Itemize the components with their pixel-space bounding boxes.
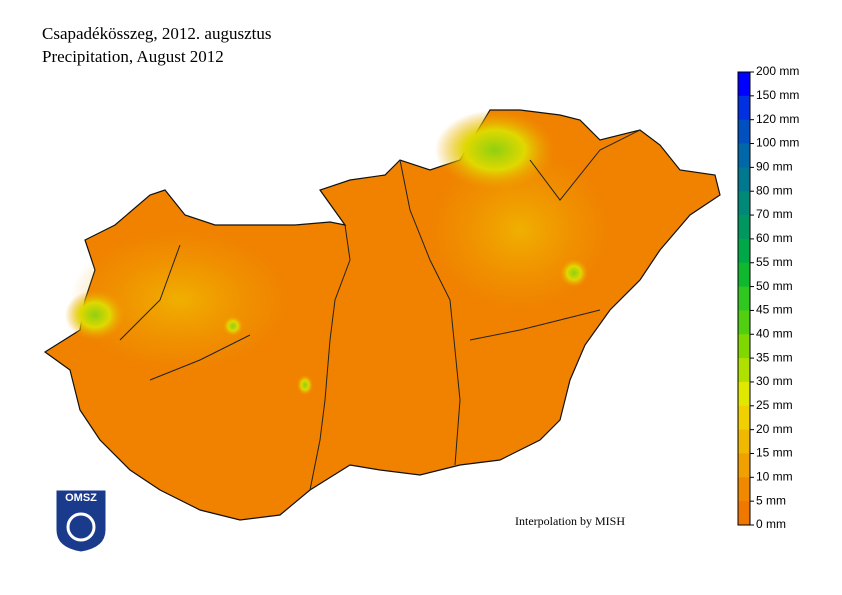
colorbar-segment <box>738 215 750 240</box>
rivers-borders <box>119 129 641 491</box>
logo: OMSZ <box>55 489 107 553</box>
colorbar-label: 50 mm <box>756 279 793 293</box>
logo-text: OMSZ <box>65 492 97 504</box>
colorbar-label: 15 mm <box>756 446 793 460</box>
colorbar-segment <box>738 191 750 216</box>
colorbar-segment <box>738 95 750 121</box>
colorbar-label: 20 mm <box>756 422 793 436</box>
colorbar-segment <box>738 143 750 168</box>
colorbar-segment <box>738 501 750 526</box>
wet-area <box>560 259 588 287</box>
hungary-map <box>43 109 721 521</box>
colorbar-segment <box>738 405 750 431</box>
colorbar-segment <box>738 119 750 145</box>
colorbar-segment <box>738 310 750 335</box>
colorbar-label: 80 mm <box>756 183 793 197</box>
colorbar-label: 5 mm <box>756 493 786 507</box>
colorbar-label: 70 mm <box>756 207 793 221</box>
logo-swirl <box>66 512 96 542</box>
colorbar-segment <box>738 453 750 478</box>
river <box>399 159 461 466</box>
colorbar-label: 100 mm <box>756 136 799 150</box>
colorbar: 200 mm 150 mm 120 mm 100 mm 90 mm 80 mm 70 mm 6… <box>737 64 799 531</box>
colorbar-label: 45 mm <box>756 303 793 317</box>
colorbar-segment <box>738 334 750 359</box>
colorbar-segment <box>738 238 750 264</box>
title: Csapadékösszeg, 2012. augusztus <box>42 24 271 43</box>
colorbar-segment <box>738 262 750 288</box>
colorbar-label: 60 mm <box>756 231 793 245</box>
river <box>469 309 601 341</box>
colorbar-segment <box>738 381 750 407</box>
wet-area <box>65 290 125 340</box>
wet-area <box>297 375 313 395</box>
wet-area <box>435 110 555 190</box>
colorbar-frame <box>737 71 751 526</box>
colorbar-label: 120 mm <box>756 112 799 126</box>
river <box>309 224 351 491</box>
colorbar-segment <box>738 429 750 454</box>
wet-area <box>223 316 243 336</box>
subtitle: Precipitation, August 2012 <box>42 47 224 66</box>
colorbar-label: 35 mm <box>756 350 793 364</box>
credit: Interpolation by MISH <box>515 514 625 528</box>
colorbar-segment <box>738 358 750 383</box>
logo-shield <box>55 489 107 553</box>
colorbar-segment <box>738 286 750 311</box>
colorbar-label: 30 mm <box>756 374 793 388</box>
colorbar-label: 0 mm <box>756 517 786 531</box>
river <box>119 244 181 341</box>
river <box>529 129 641 201</box>
colorbar-label: 150 mm <box>756 88 799 102</box>
river <box>149 334 251 381</box>
colorbar-segment <box>738 477 750 502</box>
colorbar-segment <box>738 72 750 97</box>
colorbar-label: 25 mm <box>756 398 793 412</box>
colorbar-label: 10 mm <box>756 469 793 483</box>
colorbar-segment <box>738 167 750 192</box>
colorbar-label: 40 mm <box>756 326 793 340</box>
colorbar-label: 90 mm <box>756 160 793 174</box>
colorbar-label: 55 mm <box>756 255 793 269</box>
colorbar-label: 200 mm <box>756 64 799 78</box>
